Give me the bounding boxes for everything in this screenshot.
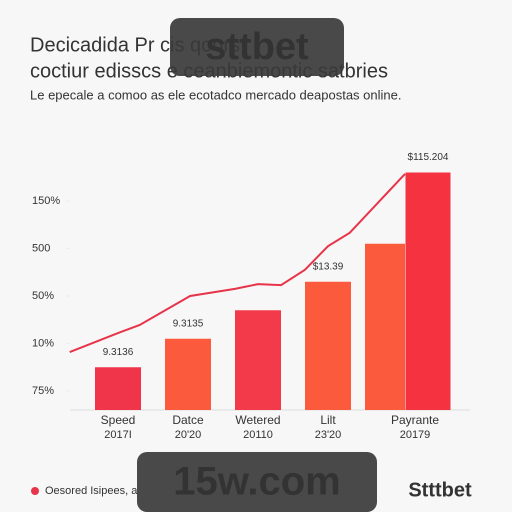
watermark-text: sttbet	[205, 26, 309, 68]
subtitle: Le epecale a comoo as ele ecotadco merca…	[30, 87, 401, 102]
x-tick-label: Datce	[172, 413, 204, 427]
watermark-text: Stttbet	[408, 479, 472, 501]
legend-label: Oesored Isipees, a	[45, 485, 138, 497]
x-tick-sublabel: 20'20	[175, 429, 202, 441]
bar	[235, 310, 281, 410]
bar	[165, 338, 211, 410]
y-tick-label: 150%	[32, 195, 60, 207]
bar	[365, 243, 405, 410]
annotation: 9.3135	[173, 318, 204, 329]
bar	[305, 281, 351, 410]
annotation: $13.39	[313, 261, 344, 272]
bar	[405, 172, 451, 410]
x-tick-sublabel: 20179	[400, 429, 431, 441]
y-tick-label: 500	[32, 242, 50, 254]
legend-swatch	[31, 487, 39, 495]
x-tick-label: Payrante	[391, 413, 439, 427]
x-tick-sublabel: 2017I	[104, 429, 132, 441]
x-tick-label: Wetered	[235, 413, 280, 427]
annotation: $115.204	[408, 152, 449, 163]
y-tick-label: 75%	[32, 385, 54, 397]
annotation: 9.3136	[103, 347, 134, 358]
bar	[95, 367, 141, 410]
y-tick-label: 50%	[32, 290, 54, 302]
watermark: 15w.com	[137, 452, 377, 512]
watermark-badge	[170, 18, 344, 76]
y-tick-label: 10%	[32, 337, 54, 349]
x-tick-label: Speed	[101, 413, 136, 427]
x-tick-sublabel: 23'20	[315, 429, 342, 441]
watermark-badge	[137, 452, 377, 512]
legend: Oesored Isipees, a	[31, 485, 138, 497]
watermark: sttbet	[170, 18, 344, 76]
x-tick-label: Lilt	[320, 413, 336, 427]
watermark-text: 15w.com	[173, 460, 340, 504]
line-series	[69, 173, 406, 353]
x-tick-sublabel: 20110	[243, 429, 273, 441]
